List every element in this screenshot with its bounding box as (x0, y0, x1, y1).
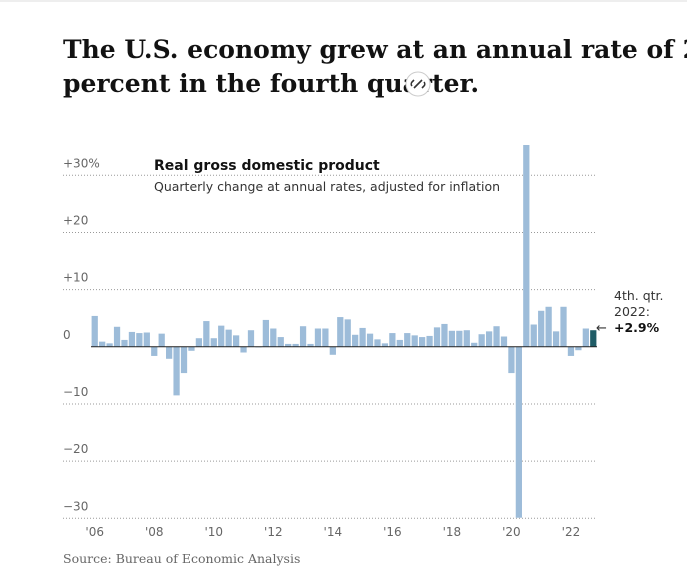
annotation-arrow: ← (596, 321, 607, 336)
bar (552, 331, 560, 347)
bar (210, 338, 217, 347)
bar (91, 315, 98, 347)
bar (448, 330, 456, 347)
bar (151, 346, 158, 356)
bar (158, 333, 165, 347)
bar (225, 329, 232, 347)
bar (337, 317, 344, 347)
y-tick-label: −20 (63, 442, 88, 456)
annotation: 4th. qtr. (614, 288, 664, 303)
bar (113, 326, 121, 347)
y-tick-label: −10 (63, 385, 88, 399)
bar (366, 333, 374, 347)
bar (240, 346, 247, 353)
bar (582, 328, 589, 347)
bar (166, 346, 173, 359)
bar (567, 346, 575, 356)
bar (262, 319, 269, 347)
bar (270, 328, 277, 347)
bar (389, 333, 396, 347)
bar (471, 342, 478, 347)
bar (575, 346, 582, 351)
bar (545, 306, 552, 347)
bar (508, 346, 515, 374)
bar (285, 343, 292, 347)
x-tick-label: '10 (204, 525, 223, 539)
bar (314, 328, 322, 347)
bar (99, 341, 106, 347)
y-tick-label: +10 (63, 271, 88, 285)
x-tick-label: '12 (264, 525, 283, 539)
bar (478, 334, 485, 347)
x-tick-label: '22 (562, 525, 581, 539)
bar (560, 306, 567, 347)
annotation: 2022: (614, 304, 650, 319)
bar (538, 310, 545, 347)
bar (374, 339, 381, 347)
bar (344, 319, 351, 347)
x-tick-label: '14 (324, 525, 343, 539)
bar (433, 327, 441, 347)
bar (523, 145, 530, 347)
bar (359, 327, 366, 347)
link-icon[interactable] (405, 71, 431, 97)
bar (218, 325, 225, 347)
bar (121, 339, 128, 347)
bar (404, 333, 411, 347)
bar (247, 330, 255, 347)
bar (329, 346, 336, 355)
x-tick-label: '18 (443, 525, 462, 539)
y-tick-label: −30 (63, 499, 88, 513)
annotation: +2.9% (614, 320, 660, 335)
bar (143, 332, 150, 347)
bar (128, 331, 136, 347)
y-tick-label: +20 (63, 213, 88, 227)
bar (136, 333, 143, 347)
bar (307, 343, 314, 347)
bar (590, 330, 597, 347)
bar (441, 323, 448, 347)
bar (292, 343, 299, 347)
bar (500, 336, 508, 347)
bar (299, 326, 307, 347)
source: Source: Bureau of Economic Analysis (63, 551, 300, 566)
bar (188, 346, 195, 351)
x-tick-label: '08 (145, 525, 164, 539)
subtitle: Quarterly change at annual rates, adjust… (154, 179, 500, 194)
x-tick-label: '06 (85, 525, 104, 539)
bar (463, 330, 470, 347)
bar (106, 343, 113, 347)
bar (493, 326, 500, 347)
bar (352, 334, 359, 347)
bar (530, 324, 537, 347)
bar (203, 321, 210, 347)
plot-title: Real gross domestic product (154, 158, 380, 174)
y-tick-label: +30% (63, 156, 100, 170)
bar (381, 343, 389, 347)
y-tick-label: 0 (63, 328, 71, 342)
bar (232, 335, 240, 347)
bar (411, 335, 418, 347)
bar (419, 337, 426, 347)
x-tick-label: '20 (502, 525, 521, 539)
bar (456, 330, 463, 347)
bar (195, 338, 203, 347)
bar (426, 335, 433, 347)
bar (173, 346, 180, 396)
bar (485, 331, 493, 347)
x-tick-label: '16 (383, 525, 402, 539)
bar (396, 339, 403, 347)
bar (180, 346, 188, 374)
bar (515, 346, 522, 518)
bar (277, 337, 284, 347)
bar (322, 328, 329, 347)
chart-title: The U.S. economy grew at an annual rate … (63, 35, 687, 64)
